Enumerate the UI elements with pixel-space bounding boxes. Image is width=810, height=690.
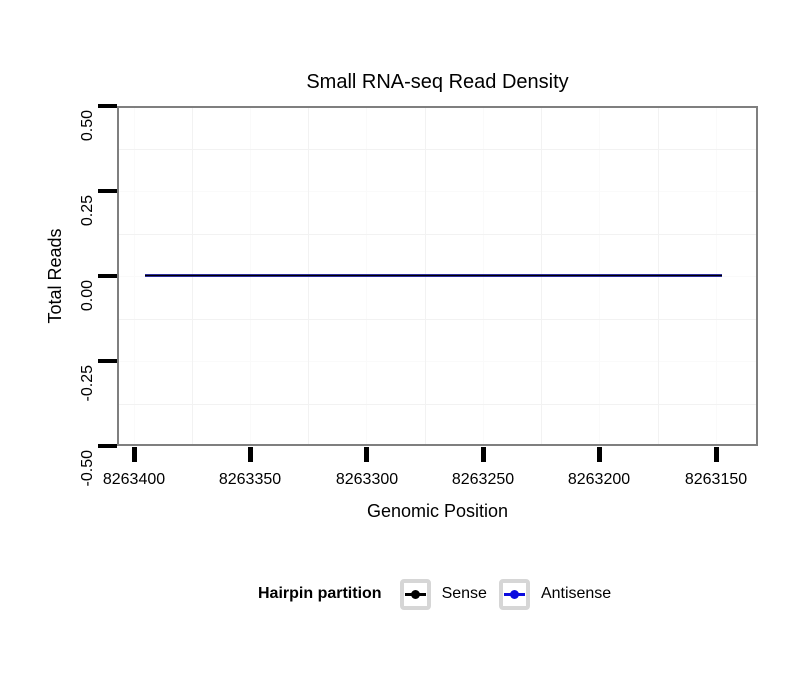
legend: Hairpin partition Sense Antisense — [258, 578, 623, 610]
y-tick-mark — [98, 359, 117, 363]
gridline-minor-horizontal — [119, 234, 756, 235]
y-tick-mark — [98, 444, 117, 448]
x-tick-mark — [364, 447, 369, 462]
gridline-major-horizontal — [119, 361, 756, 362]
gridline-major-horizontal — [119, 191, 756, 192]
y-tick-label: 0.50 — [79, 110, 96, 142]
antisense-point-glyph — [509, 589, 519, 599]
x-tick-label: 8263300 — [335, 471, 399, 488]
data-line-sense-antisense-overlap — [145, 274, 722, 277]
y-tick-label: 0.00 — [79, 280, 96, 312]
x-tick-mark — [597, 447, 602, 462]
y-axis-title: Total Reads — [45, 228, 65, 324]
plot-title: Small RNA-seq Read Density — [306, 71, 569, 93]
legend-title: Hairpin partition — [258, 585, 382, 602]
x-tick-label: 8263200 — [567, 471, 631, 488]
x-tick-mark — [481, 447, 486, 462]
legend-label-sense: Sense — [441, 585, 487, 602]
sense-point-glyph — [410, 589, 420, 599]
gridline-minor-horizontal — [119, 319, 756, 320]
y-tick-mark — [98, 189, 117, 193]
legend-item-antisense: Antisense — [498, 578, 612, 610]
x-tick-label: 8263250 — [451, 471, 515, 488]
y-tick-mark — [98, 104, 117, 108]
legend-key-sense — [399, 578, 431, 610]
legend-item-sense: Sense — [399, 578, 487, 610]
y-tick-label: 0.25 — [79, 195, 96, 227]
y-tick-label: -0.25 — [79, 365, 96, 402]
legend-key-antisense — [498, 578, 530, 610]
x-tick-label: 8263400 — [102, 471, 166, 488]
data-line-black-core — [145, 275, 722, 276]
x-tick-label: 8263150 — [684, 471, 748, 488]
x-tick-mark — [248, 447, 253, 462]
x-axis-title: Genomic Position — [366, 501, 509, 521]
gridline-minor-horizontal — [119, 404, 756, 405]
legend-label-antisense: Antisense — [540, 585, 612, 602]
x-tick-mark — [714, 447, 719, 462]
y-tick-mark — [98, 274, 117, 278]
plot-panel — [117, 106, 758, 446]
gridline-minor-horizontal — [119, 149, 756, 150]
x-tick-mark — [132, 447, 137, 462]
x-tick-label: 8263350 — [218, 471, 282, 488]
